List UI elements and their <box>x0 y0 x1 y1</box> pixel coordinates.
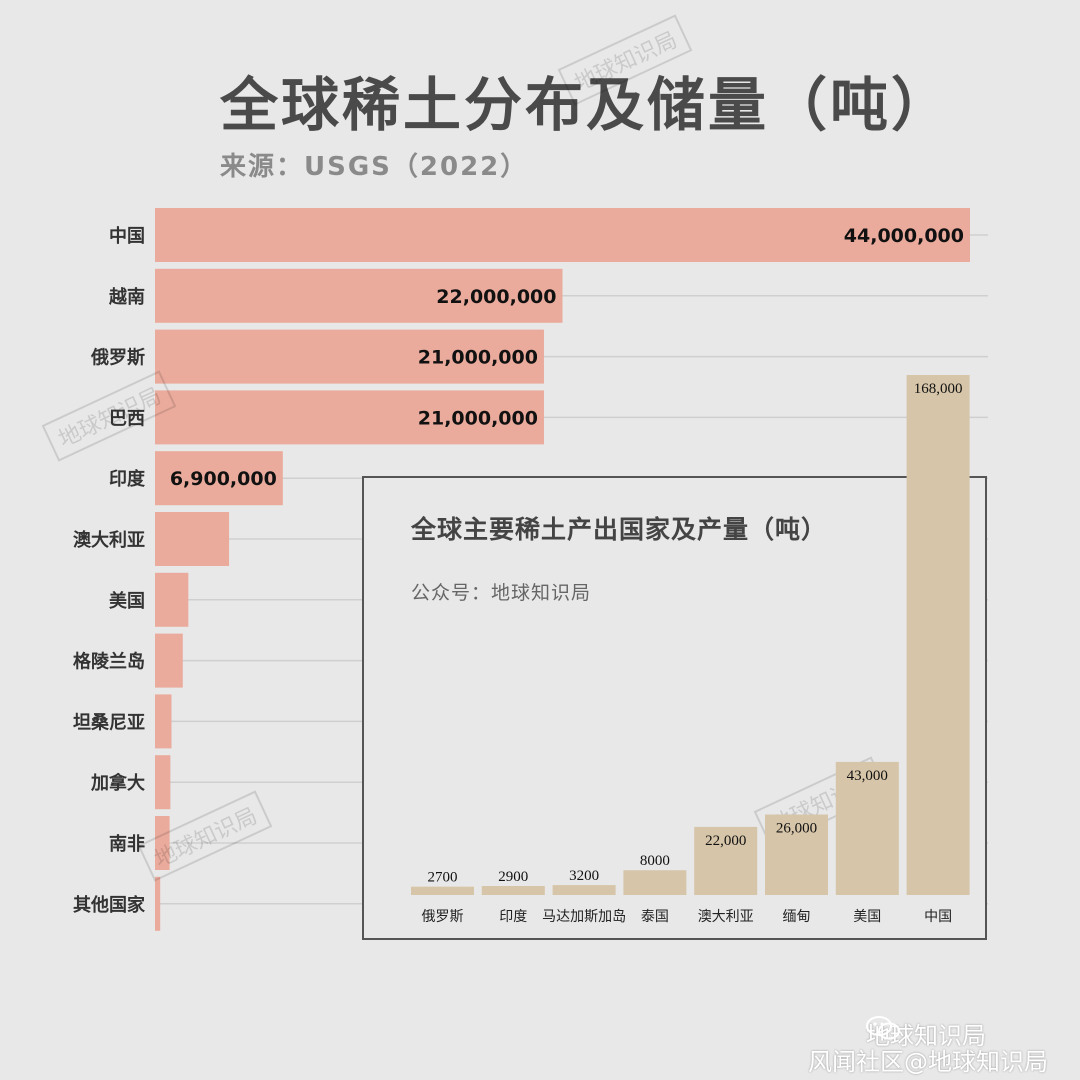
bar-9 <box>155 755 171 810</box>
bar-7 <box>155 633 183 688</box>
bar-11 <box>155 876 161 931</box>
category-label: 中国 <box>109 225 145 247</box>
production-value-label: 2700 <box>428 870 458 886</box>
bar-5 <box>155 512 230 566</box>
category-label: 南非 <box>109 833 145 855</box>
value-label: 22,000,000 <box>436 286 556 308</box>
production-bar-4 <box>694 826 758 895</box>
production-category-label: 中国 <box>924 909 952 925</box>
production-value-label: 168,000 <box>914 381 963 397</box>
value-label: 21,000,000 <box>418 347 538 369</box>
production-bar-5 <box>765 814 828 895</box>
chart-title: 全球稀土分布及储量（吨） <box>220 71 953 139</box>
category-label: 格陵兰岛 <box>73 651 145 673</box>
category-label: 坦桑尼亚 <box>73 712 145 733</box>
bar-8 <box>155 694 172 749</box>
category-label: 巴西 <box>109 408 145 429</box>
production-category-label: 马达加斯加岛 <box>542 909 626 925</box>
production-category-label: 美国 <box>853 909 881 925</box>
production-category-label: 俄罗斯 <box>422 909 464 925</box>
production-bar-2 <box>552 885 616 895</box>
production-bar-0 <box>411 886 474 895</box>
production-value-label: 22,000 <box>705 833 746 849</box>
category-label: 越南 <box>108 286 145 308</box>
bar-4 <box>155 451 283 506</box>
chart-subtitle: 来源：USGS（2022） <box>220 152 529 182</box>
bar-1 <box>155 268 563 323</box>
wechat-account: 地球知识局 <box>866 1016 986 1051</box>
production-category-label: 印度 <box>499 909 527 925</box>
category-label: 印度 <box>109 468 146 490</box>
bar-2 <box>155 329 544 384</box>
production-bar-1 <box>481 886 545 895</box>
production-category-label: 缅甸 <box>783 909 811 925</box>
production-category-label: 澳大利亚 <box>698 909 754 925</box>
production-category-label: 泰国 <box>641 909 669 925</box>
category-label: 美国 <box>109 590 145 612</box>
value-label: 21,000,000 <box>418 407 538 429</box>
production-value-label: 8000 <box>640 853 670 869</box>
category-label: 其他国家 <box>73 894 146 916</box>
production-value-label: 3200 <box>569 868 599 884</box>
category-label: 加拿大 <box>90 772 145 794</box>
bar-3 <box>155 390 544 445</box>
inset-title: 全球主要稀土产出国家及产量（吨） <box>411 515 828 544</box>
production-bar-7 <box>906 375 970 895</box>
production-bar-3 <box>623 870 687 895</box>
inset-subtitle: 公众号：地球知识局 <box>411 582 592 604</box>
value-label: 44,000,000 <box>844 225 964 247</box>
bar-0 <box>155 208 970 262</box>
bar-6 <box>155 572 189 627</box>
bar-10 <box>155 816 170 870</box>
production-value-label: 43,000 <box>847 768 888 784</box>
wechat-icon <box>866 1016 900 1040</box>
category-label: 俄罗斯 <box>90 347 145 369</box>
production-value-label: 26,000 <box>776 821 817 837</box>
production-bar-6 <box>835 761 899 895</box>
production-value-label: 2900 <box>498 869 528 885</box>
value-label: 6,900,000 <box>170 468 277 490</box>
category-label: 澳大利亚 <box>73 529 145 551</box>
footer-credit: 风闻社区@地球知识局 <box>808 1048 1048 1076</box>
wechat-account-name: 地球知识局 <box>866 1022 986 1050</box>
